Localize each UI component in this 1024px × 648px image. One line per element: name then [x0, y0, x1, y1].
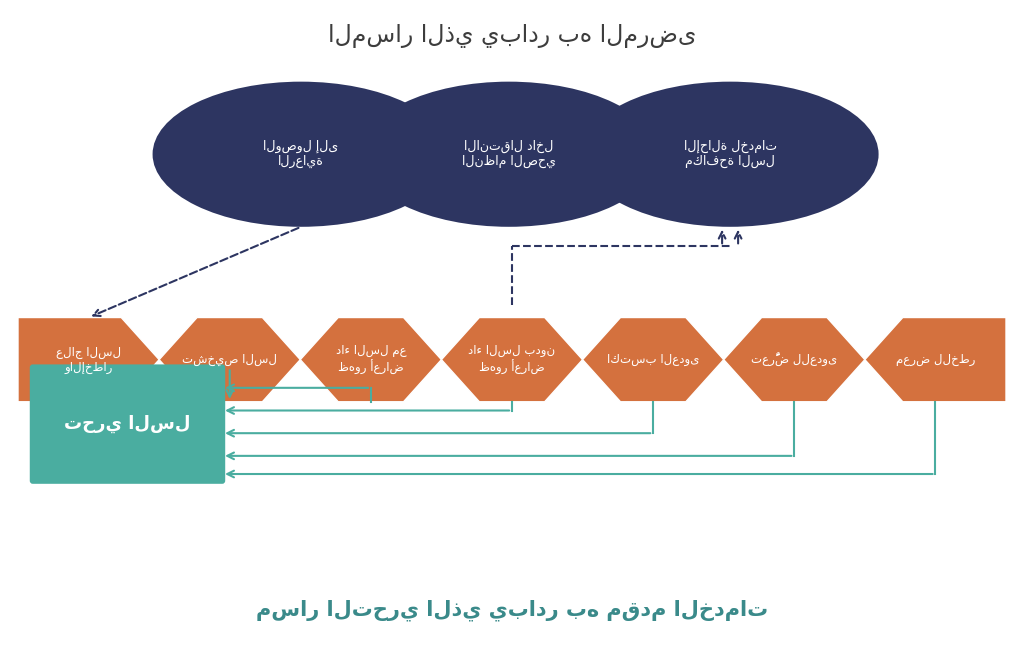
- Text: معرض للخطر: معرض للخطر: [896, 353, 975, 366]
- Text: المسار الذي يبادر به المرضى: المسار الذي يبادر به المرضى: [328, 23, 696, 48]
- Text: مسار التحري الذي يبادر به مقدم الخدمات: مسار التحري الذي يبادر به مقدم الخدمات: [256, 599, 768, 621]
- Polygon shape: [724, 318, 865, 402]
- Ellipse shape: [153, 82, 450, 227]
- Text: تحري السل: تحري السل: [65, 415, 190, 434]
- Ellipse shape: [582, 82, 879, 227]
- Ellipse shape: [360, 82, 657, 227]
- FancyBboxPatch shape: [30, 364, 225, 484]
- Text: داء السل بدون
ظهور أعراض: داء السل بدون ظهور أعراض: [468, 345, 556, 375]
- Text: الوصول إلى
الرعاية: الوصول إلى الرعاية: [263, 140, 339, 168]
- Polygon shape: [441, 318, 583, 402]
- Polygon shape: [159, 318, 300, 402]
- Polygon shape: [300, 318, 441, 402]
- Text: تعرُّض للعدوى: تعرُّض للعدوى: [752, 353, 838, 367]
- Text: علاج السل
والإخطار: علاج السل والإخطار: [56, 345, 121, 374]
- Text: اكتسب العدوى: اكتسب العدوى: [607, 353, 699, 366]
- Text: داء السل مع
ظهور أعراض: داء السل مع ظهور أعراض: [336, 345, 407, 375]
- Text: الإحالة لخدمات
مكافحة السل: الإحالة لخدمات مكافحة السل: [684, 140, 776, 168]
- Text: الانتقال داخل
النظام الصحي: الانتقال داخل النظام الصحي: [462, 140, 556, 168]
- Polygon shape: [583, 318, 724, 402]
- Polygon shape: [18, 318, 159, 402]
- Polygon shape: [865, 318, 1006, 402]
- Text: تشخيص السل: تشخيص السل: [182, 353, 278, 366]
